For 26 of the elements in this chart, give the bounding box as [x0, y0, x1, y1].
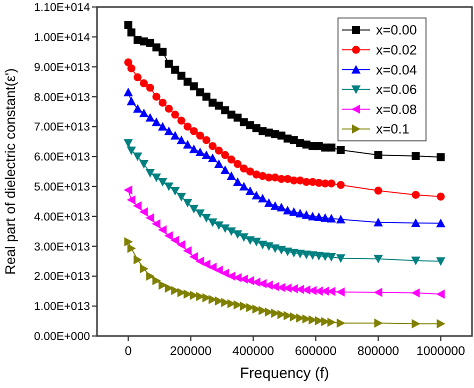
x-axis-title: Frequency (f) — [240, 365, 330, 382]
y-tick-label: 9.00E+013 — [34, 62, 90, 74]
x-tick-label: 600000 — [294, 344, 337, 358]
y-tick-label: 1.00E+014 — [34, 32, 91, 44]
y-tick-label: 0.00E+000 — [34, 331, 90, 344]
y-tick-label: 2.00E+013 — [34, 271, 90, 284]
y-axis-title: Real part of dielectric constant(ε') — [2, 68, 18, 275]
y-tick-label: 7.00E+013 — [34, 122, 90, 134]
y-tick-label: 3.00E+013 — [34, 241, 90, 254]
legend-label: x=0.02 — [376, 42, 417, 58]
x-tick-label: 0 — [124, 344, 132, 358]
legend-label: x=0.06 — [376, 82, 417, 98]
x-tick-label: 800000 — [357, 344, 400, 358]
y-tick-label: 5.00E+013 — [34, 181, 90, 194]
y-tick-label: 6.00E+013 — [34, 152, 90, 164]
y-tick-label: 1.00E+013 — [34, 301, 90, 314]
x-tick-label: 400000 — [232, 344, 274, 358]
x-tick-label: 1000000 — [416, 344, 466, 358]
legend-label: x=0.1 — [376, 122, 410, 137]
y-tick-label: 1.10E+014 — [34, 2, 91, 14]
x-tick-label: 200000 — [170, 344, 212, 358]
legend-label: x=0.08 — [376, 102, 417, 117]
y-tick-label: 4.00E+013 — [34, 211, 90, 224]
legend-label: x=0.04 — [376, 62, 418, 78]
y-tick-label: 8.00E+013 — [34, 92, 90, 104]
legend-label: x=0.00 — [376, 22, 417, 38]
